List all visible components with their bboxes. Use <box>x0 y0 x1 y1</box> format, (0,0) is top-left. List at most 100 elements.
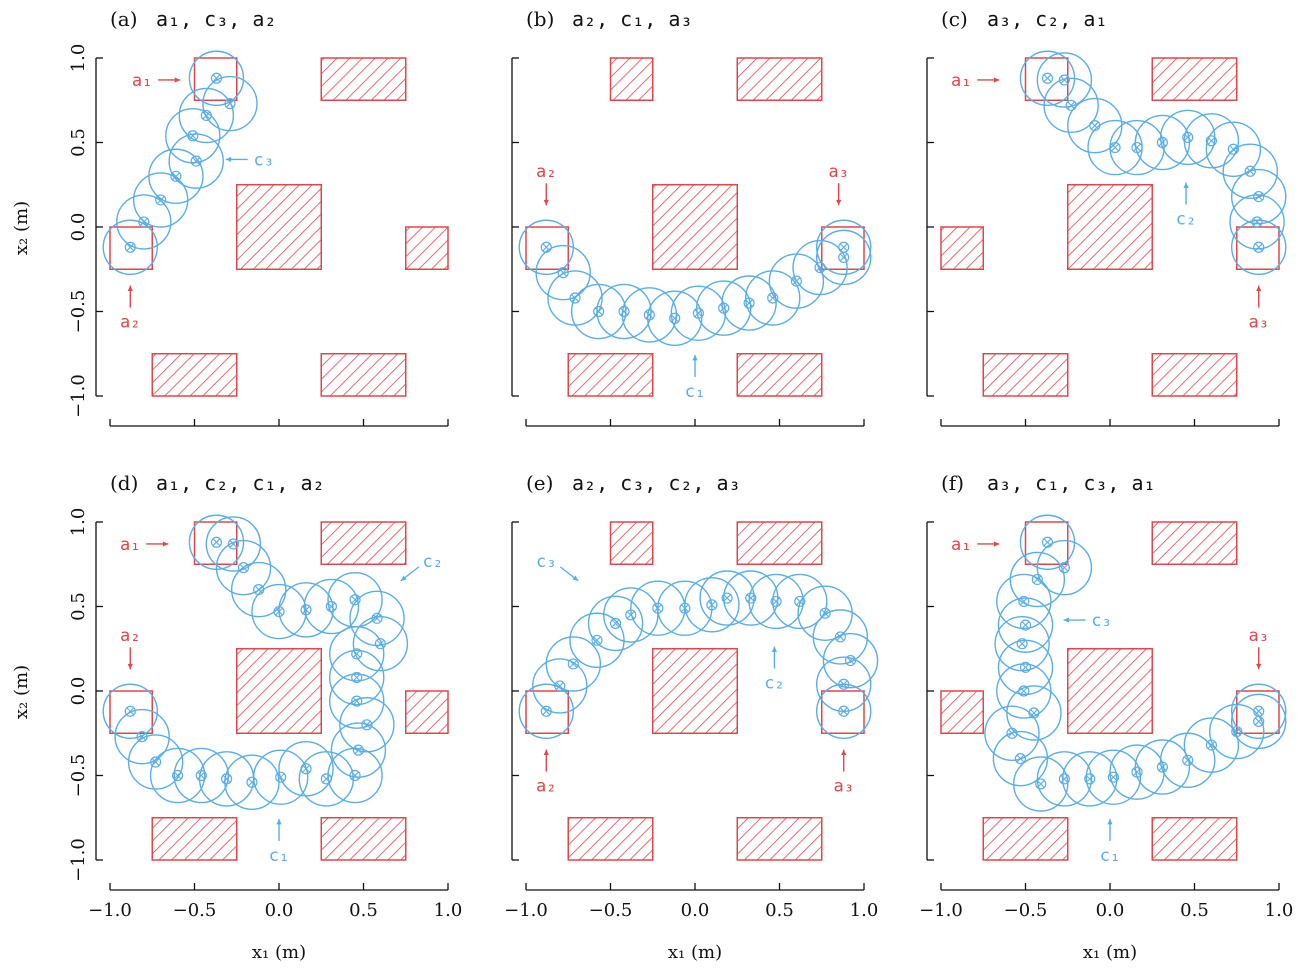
panel-sequence: a₃, c₂, a₁ <box>987 7 1107 31</box>
reachable-set-circle <box>168 133 224 189</box>
panel-f: (f) a₃, c₁, c₃, a₁ −1.0 −0.5 0.0 0.5 1.0 a₁ a₃ c₃… <box>919 471 1293 921</box>
annotation-label: a₃ <box>1248 626 1268 646</box>
reachable-set-circle <box>1009 551 1066 608</box>
annotation-label: a₁ <box>120 535 140 555</box>
goal-region-a3 <box>1236 690 1280 734</box>
reachable-set-circle <box>330 722 387 778</box>
reachable-set-circle <box>149 747 206 804</box>
obstacle-region <box>151 817 238 861</box>
annotation-arrowhead <box>225 156 232 163</box>
obstacle-region <box>320 817 407 861</box>
annotation-arrowhead <box>543 749 549 756</box>
trajectory-point <box>838 705 850 717</box>
goal-region-a1 <box>193 57 238 101</box>
x-axis-titles: x₁ (m) x₁ (m) x₁ (m) <box>252 942 1137 963</box>
reachable-set-circle <box>772 573 828 630</box>
trajectory-point <box>351 671 363 684</box>
reachable-set-circle <box>996 573 1052 630</box>
annotation-red: a₂ <box>536 162 557 206</box>
y-axis-title: x₂ (m) <box>11 665 32 719</box>
x-tick-label: 0.5 <box>765 900 794 921</box>
trajectory-point <box>643 309 655 321</box>
trajectory-point <box>320 773 332 785</box>
annotation-arrowhead <box>127 285 133 292</box>
annotation-red: a₁ <box>951 535 1000 555</box>
annotation-label: c₂ <box>1176 210 1196 230</box>
reachable-set-circle <box>996 663 1052 719</box>
obstacle-region <box>652 648 738 734</box>
annotation-arrowhead <box>841 749 847 756</box>
reachable-set-circle <box>1230 168 1287 225</box>
x-tick-label: −0.5 <box>173 900 217 921</box>
trajectory-point <box>1041 72 1054 84</box>
x-tick-label: 1.0 <box>850 900 879 921</box>
annotation-red: a₁ <box>120 535 169 555</box>
trajectory-point <box>591 634 603 646</box>
goal-region-a3 <box>821 690 865 734</box>
x-tick-label: 0.0 <box>1096 900 1125 921</box>
annotation-red: a₁ <box>132 71 181 91</box>
panel-d: (d) a₁, c₂, c₁, a₂ −1.0 −1.0 −0.5 −0.5 0.0 0.0 0… <box>68 471 462 921</box>
x-tick-label: −0.5 <box>589 900 633 921</box>
reachable-set-circle <box>699 570 755 626</box>
panel-sequence: a₃, c₁, c₃, a₁ <box>987 471 1156 495</box>
annotation-arrowhead <box>1063 617 1069 623</box>
reachable-set-circle <box>205 516 262 572</box>
panel-sequence: a₂, c₁, a₃ <box>572 7 692 31</box>
obstacle-region <box>1067 184 1153 270</box>
obstacle-region <box>736 353 823 397</box>
reachable-set-circle <box>188 50 245 107</box>
obstacle-region <box>940 690 984 734</box>
reachable-set-circle <box>1019 514 1076 571</box>
obstacle-region <box>982 353 1069 397</box>
x-tick-label: 1.0 <box>1265 900 1294 921</box>
reachable-set-circle <box>535 244 591 301</box>
obstacle-region <box>567 817 654 861</box>
annotation-arrowhead <box>127 663 133 670</box>
reachable-set-circle <box>251 583 307 640</box>
reachable-set-circle <box>812 609 869 665</box>
panel-sequence: a₂, c₃, c₂, a₃ <box>572 471 741 495</box>
annotation-label: a₂ <box>120 313 140 333</box>
trajectory-point <box>838 241 850 253</box>
trajectory-point <box>1019 619 1032 631</box>
annotation-label: c₂ <box>423 552 443 572</box>
annotation-label: a₂ <box>536 162 556 182</box>
y-axis-title: x₂ (m) <box>11 201 32 255</box>
trajectory-point <box>706 599 718 611</box>
reachable-set-circle <box>792 239 848 296</box>
reachable-set-circle <box>165 108 221 164</box>
reachable-set-circle <box>997 597 1054 653</box>
annotation-arrowhead <box>993 77 1000 83</box>
annotation-arrowhead <box>572 575 579 581</box>
annotation-label: a₁ <box>951 71 971 91</box>
x-tick-label: −1.0 <box>919 900 963 921</box>
obstacle-region <box>320 57 407 101</box>
trajectory-point <box>721 592 733 604</box>
x-tick-label: −1.0 <box>504 900 548 921</box>
reachable-set-circle <box>748 573 804 630</box>
reachable-set-circle <box>328 673 385 729</box>
obstacle-region <box>609 57 654 101</box>
annotation-arrowhead <box>543 199 549 206</box>
trajectory-point <box>1107 771 1119 783</box>
annotation-blue: c₁ <box>269 818 289 866</box>
reachable-set-circle <box>327 572 383 628</box>
trajectory-point <box>227 538 239 550</box>
panel-label: (a) <box>110 7 138 31</box>
obstacle-region <box>940 226 984 270</box>
obstacle-region <box>609 521 654 565</box>
annotation-arrowhead <box>771 646 778 652</box>
reachable-set-circle <box>545 636 602 692</box>
reachable-set-circle <box>1061 751 1118 807</box>
reachable-set-circle <box>178 87 235 144</box>
trajectory-point <box>172 769 184 782</box>
y-tick-label: 1.0 <box>68 44 89 73</box>
reachable-set-circle <box>815 219 872 276</box>
obstacle-region <box>405 226 449 270</box>
annotation-arrowhead <box>174 77 181 83</box>
y-tick-label: 1.0 <box>68 508 89 537</box>
trajectory-point <box>1058 773 1070 785</box>
reachable-set-circle <box>349 590 405 647</box>
